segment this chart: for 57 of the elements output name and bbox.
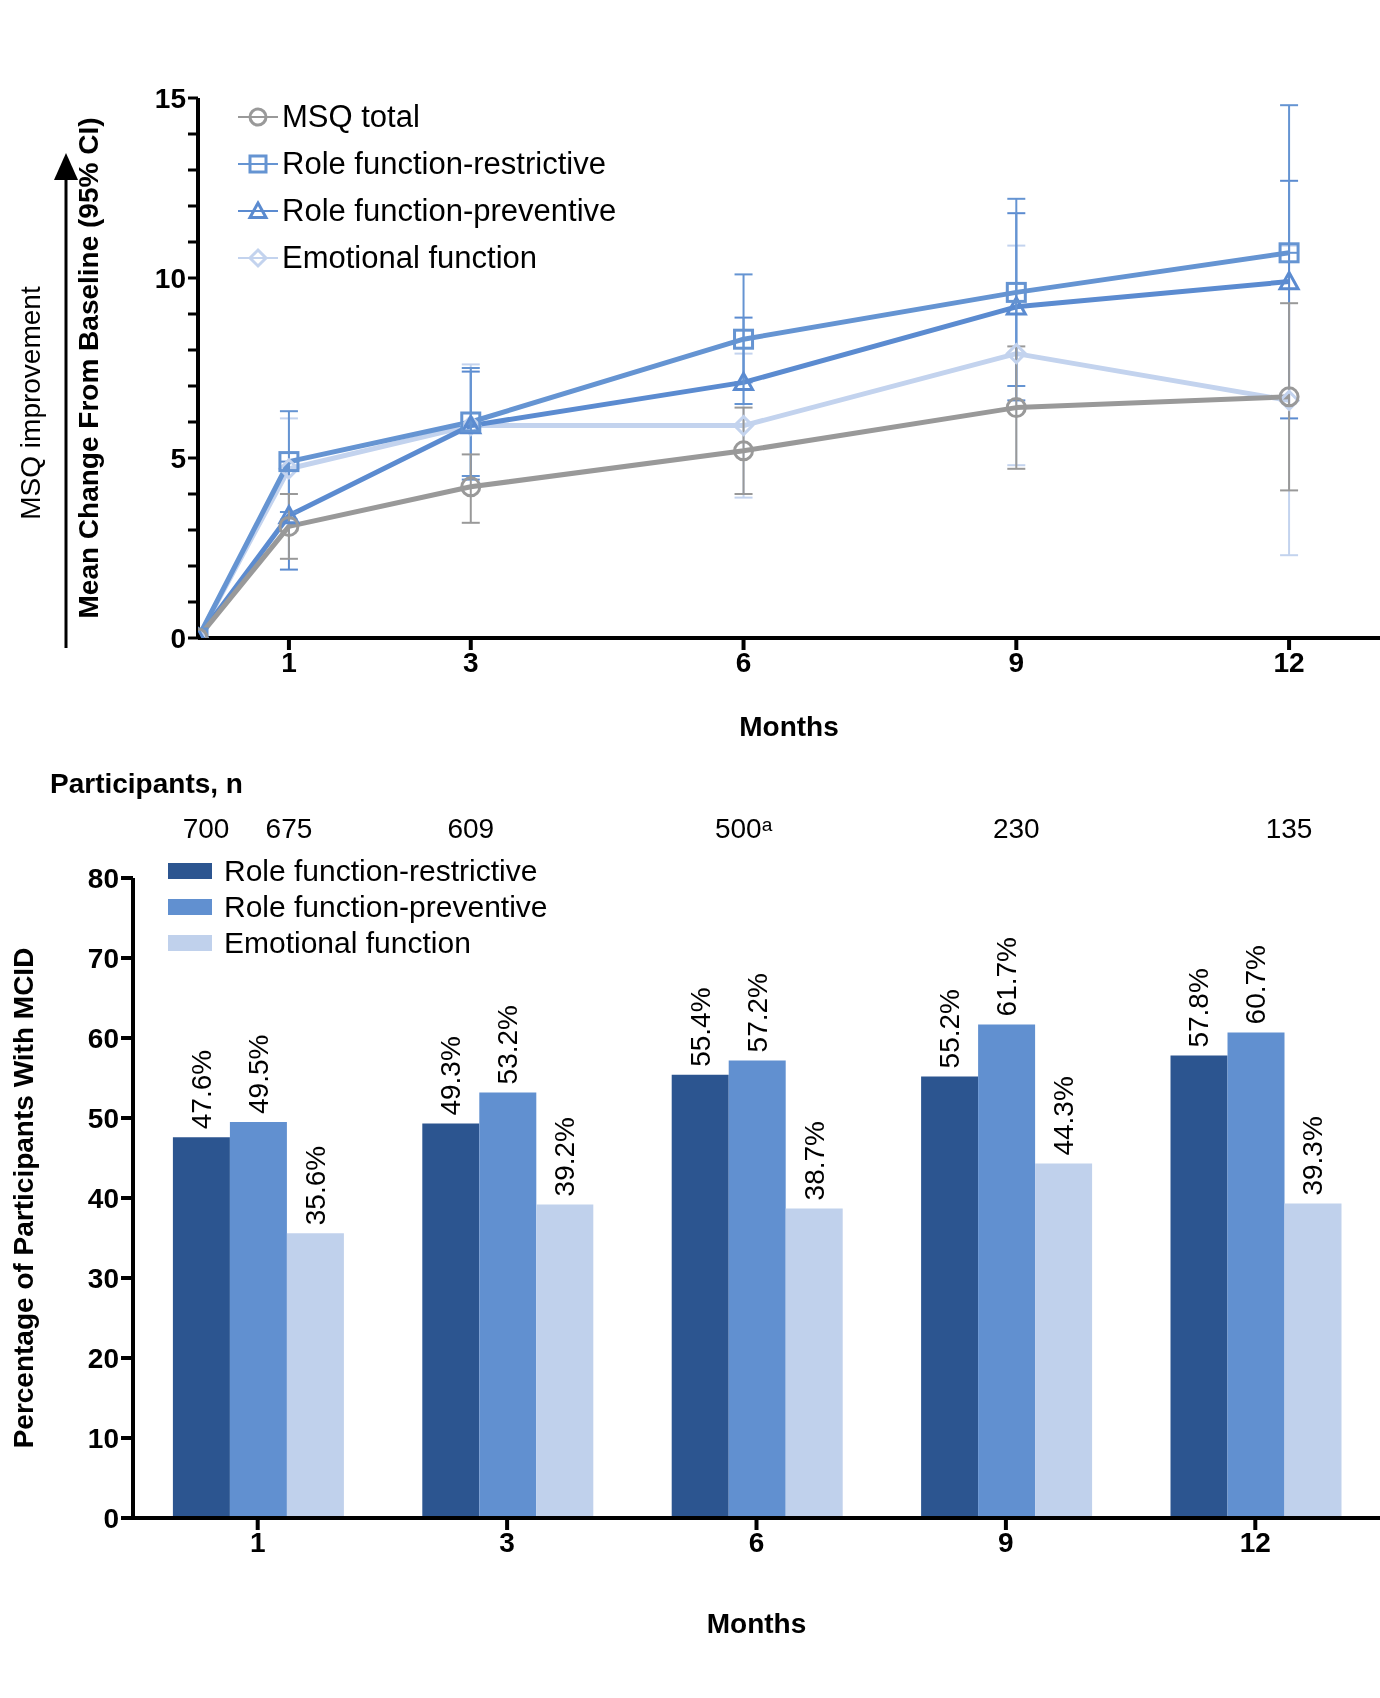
data-label: 57.8%	[1183, 968, 1215, 1048]
x-tick-label: 1	[249, 1526, 266, 1558]
y-tick-label: 0	[170, 622, 186, 654]
y-tick-label: 40	[87, 1182, 119, 1214]
text: 230	[992, 813, 1040, 845]
legend-label: Role function-restrictive	[224, 854, 538, 888]
y-tick-label: 10	[87, 1422, 119, 1454]
data-label: 35.6%	[299, 1145, 331, 1226]
y-tick-label: 0	[103, 1502, 119, 1534]
x-tick-label: 9	[1008, 646, 1025, 678]
legend-label: Role function-preventive	[224, 890, 548, 924]
x-tick-label: 9	[998, 1526, 1014, 1558]
x-tick-label: 6	[735, 646, 752, 678]
y-tick-label: 50	[87, 1102, 119, 1134]
y-tick-label: 30	[87, 1262, 119, 1294]
y-tick-label: 20	[87, 1342, 119, 1374]
data-label: 60.7%	[1240, 944, 1272, 1025]
data-label: 39.3%	[1297, 1116, 1329, 1196]
x-tick-label: 3	[499, 1526, 515, 1558]
text: 675	[265, 813, 313, 845]
text: 135	[1265, 813, 1313, 845]
y-axis-title: Percentage of Participants With MCID	[7, 947, 39, 1449]
y-axis-title: Mean Change From Baseline (95% CI)	[72, 117, 104, 619]
data-label: 38.7%	[798, 1120, 830, 1201]
data-label: 49.3%	[435, 1036, 467, 1116]
text: 700	[182, 813, 230, 845]
legend-label: MSQ total	[282, 98, 420, 135]
text: MSQ improvement	[14, 286, 46, 520]
legend-label: Emotional function	[224, 926, 471, 960]
y-tick-label: 5	[170, 442, 186, 474]
y-tick-label: 70	[87, 942, 119, 974]
text: 609	[447, 813, 495, 845]
legend-label: Role function-restrictive	[282, 145, 606, 182]
y-tick-label: 60	[87, 1022, 119, 1054]
x-tick-label: 3	[462, 646, 479, 678]
x-axis-title: Months	[739, 711, 839, 742]
data-label: 49.5%	[242, 1034, 274, 1114]
data-label: 39.2%	[549, 1116, 581, 1197]
legend-label: Role function-preventive	[282, 192, 617, 229]
x-axis-title: Months	[706, 1608, 807, 1639]
x-tick-label: 12	[1239, 1526, 1271, 1558]
legend-label: Emotional function	[282, 239, 538, 276]
data-label: 44.3%	[1048, 1076, 1080, 1156]
x-tick-label: 1	[281, 646, 297, 678]
data-label: 55.4%	[684, 987, 716, 1067]
data-label: 53.2%	[492, 1004, 524, 1085]
text: Participants, n	[50, 768, 243, 800]
y-tick-label: 15	[154, 82, 186, 114]
text: 500ᵃ	[714, 813, 773, 845]
y-tick-label: 80	[87, 862, 119, 894]
x-tick-label: 12	[1273, 646, 1305, 678]
data-label: 55.2%	[934, 988, 966, 1069]
data-label: 61.7%	[991, 936, 1023, 1017]
data-label: 57.2%	[741, 972, 773, 1053]
x-tick-label: 6	[748, 1526, 765, 1558]
y-tick-label: 10	[154, 262, 186, 294]
data-label: 47.6%	[185, 1049, 217, 1130]
